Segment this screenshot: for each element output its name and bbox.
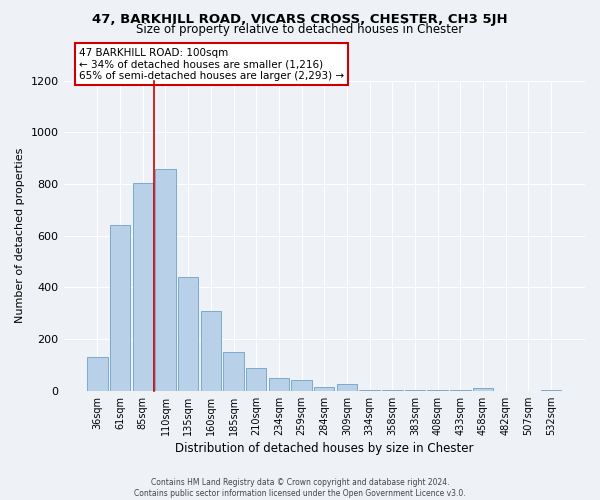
Bar (223, 352, 244, 391)
Bar (427, 390, 448, 391)
Bar (110, 226, 130, 391)
Text: Size of property relative to detached houses in Chester: Size of property relative to detached ho… (136, 22, 464, 36)
Bar (541, 390, 561, 391)
Bar (337, 384, 357, 391)
Bar (359, 390, 380, 391)
Bar (405, 390, 425, 391)
Bar (133, 183, 153, 391)
Bar (473, 388, 493, 391)
Bar (269, 378, 289, 391)
Bar (87, 357, 107, 391)
Text: 47 BARKHILL ROAD: 100sqm
← 34% of detached houses are smaller (1,216)
65% of sem: 47 BARKHILL ROAD: 100sqm ← 34% of detach… (79, 48, 344, 80)
Bar (178, 277, 199, 391)
Text: 47, BARKHILL ROAD, VICARS CROSS, CHESTER, CH3 5JH: 47, BARKHILL ROAD, VICARS CROSS, CHESTER… (92, 12, 508, 26)
Bar (155, 168, 176, 391)
Text: Contains HM Land Registry data © Crown copyright and database right 2024.
Contai: Contains HM Land Registry data © Crown c… (134, 478, 466, 498)
Bar (200, 310, 221, 391)
Bar (246, 368, 266, 391)
Bar (382, 390, 403, 391)
Bar (292, 380, 312, 391)
Bar (450, 390, 470, 391)
Y-axis label: Number of detached properties: Number of detached properties (15, 148, 25, 324)
X-axis label: Distribution of detached houses by size in Chester: Distribution of detached houses by size … (175, 442, 473, 455)
Bar (314, 387, 334, 391)
